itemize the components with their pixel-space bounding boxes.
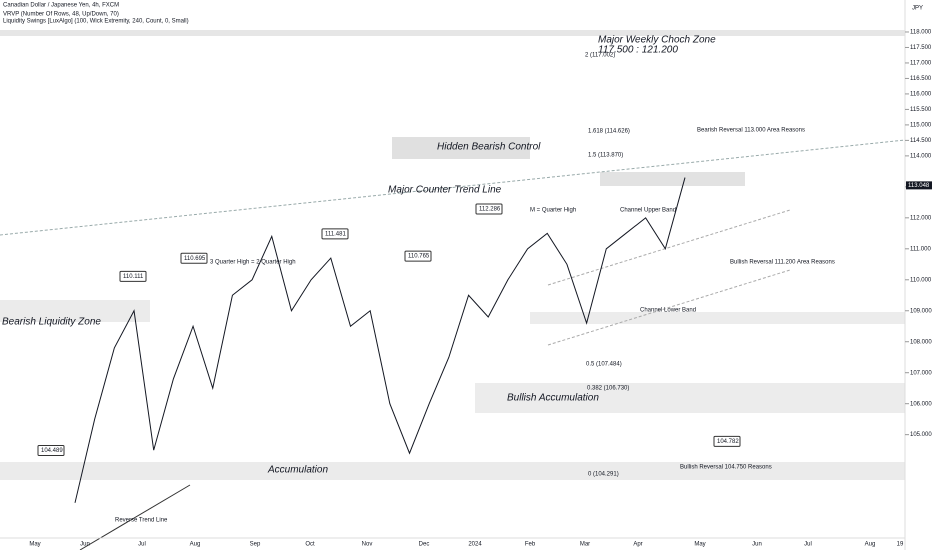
annotation: Reverse Trend Line — [115, 518, 168, 524]
annotation: Bullish Accumulation — [507, 393, 599, 404]
y-tick-label: 110.000 — [910, 277, 932, 283]
annotation: Hidden Bearish Control — [437, 142, 541, 153]
price-tag-label: 110.111 — [123, 274, 144, 280]
x-tick-label: Jul — [804, 542, 812, 548]
y-tick-label: 111.000 — [910, 246, 931, 252]
annotation: Major Weekly Choch Zone — [598, 35, 716, 46]
x-tick-label: Aug — [190, 542, 201, 548]
price-tag-label: 104.782 — [717, 439, 739, 445]
x-tick-label: Jun — [80, 542, 90, 548]
price-line — [74, 177, 686, 503]
y-tick-label: 114.000 — [910, 153, 932, 159]
price-tag-label: 104.489 — [41, 448, 63, 454]
annotation: Bearish Reversal 113.000 Area Reasons — [697, 128, 805, 134]
y-tick-label: 105.000 — [910, 432, 932, 438]
annotation: M = Quarter High — [530, 208, 576, 214]
x-tick-label: Mar — [580, 542, 590, 548]
price-tag — [713, 435, 741, 447]
annotation: 0.5 (107.484) — [586, 362, 622, 368]
annotation: 0.382 (106.730) — [587, 386, 629, 392]
price-tag — [37, 444, 65, 456]
y-tick-label: 112.000 — [910, 215, 932, 221]
price-tag-label: 112.286 — [479, 207, 501, 213]
annotation: 2 (117.002) — [585, 53, 615, 59]
annotation: 117.500 : 121.200 — [598, 45, 678, 56]
price-tag-label: 111.481 — [325, 231, 346, 237]
x-tick-label: Feb — [525, 542, 536, 548]
y-tick-label: 115.500 — [910, 107, 932, 113]
x-tick-label: Apr — [633, 542, 642, 548]
annotation: Accumulation — [267, 465, 328, 476]
bullish-zone — [475, 383, 905, 413]
annotation: Major Counter Trend Line — [388, 185, 502, 196]
x-tick-label: Oct — [305, 542, 315, 548]
y-tick-label: 114.500 — [910, 138, 932, 144]
indicator: VRVP (Number Of Rows, 48, Up/Down, 70) — [3, 12, 119, 18]
x-tick-label: 2024 — [468, 542, 482, 548]
reverse-trend-line — [79, 484, 191, 550]
price-tag — [404, 250, 432, 262]
annotation: Bullish Reversal 104.750 Reasons — [680, 465, 772, 471]
y-tick-label: 115.000 — [910, 122, 932, 128]
y-tick-label: 108.000 — [910, 339, 932, 345]
accumulation-zone — [0, 462, 905, 480]
x-tick-label: 19 — [897, 542, 904, 548]
x-tick-label: Jul — [138, 542, 146, 548]
annotation: Bullish Reversal 111.200 Area Reasons — [730, 260, 835, 266]
annotation: Channel Lower Band — [640, 308, 696, 314]
currency: JPY — [912, 6, 923, 12]
liquidity-zone — [0, 300, 150, 322]
x-tick-label: Sep — [250, 542, 261, 548]
x-tick-label: Aug — [865, 542, 876, 548]
y-tick-label: 109.000 — [910, 308, 932, 314]
channel-upper — [547, 209, 791, 286]
last-price-label: 113.048 — [908, 183, 930, 189]
x-tick-label: Jun — [752, 542, 762, 548]
indicator: Liquidity Swings [LuxAlgo] (100, Wick Ex… — [3, 19, 189, 25]
annotation: Channel Upper Band — [620, 208, 676, 214]
chart-title: Canadian Dollar / Japanese Yen, 4h, FXCM — [3, 3, 119, 9]
annotation: 0 (104.291) — [588, 472, 619, 478]
annotation: 1.618 (114.626) — [588, 129, 630, 135]
y-tick-label: 107.000 — [910, 370, 932, 376]
x-tick-label: May — [694, 542, 705, 548]
bearish-reversal-zone — [600, 172, 745, 186]
price-tag-label: 110.765 — [408, 254, 430, 260]
price-tag — [119, 270, 147, 282]
y-tick-label: 118.000 — [910, 30, 932, 36]
annotation: Bearish Liquidity Zone — [2, 317, 101, 328]
price-tag — [321, 228, 349, 240]
price-tag — [180, 252, 208, 264]
bearish-zone — [392, 137, 530, 159]
x-tick-label: May — [29, 542, 40, 548]
counter-trend-line — [0, 139, 906, 236]
y-tick-label: 106.000 — [910, 401, 932, 407]
channel-lower — [547, 269, 791, 346]
lower-zone — [530, 312, 905, 324]
y-tick-label: 117.500 — [910, 45, 932, 51]
last-price-tag — [906, 181, 932, 190]
price-tag-label: 110.695 — [184, 256, 206, 262]
x-tick-label: Dec — [419, 542, 430, 548]
price-tag — [475, 203, 503, 215]
y-tick-label: 116.000 — [910, 92, 932, 98]
annotation: 1.5 (113.870) — [588, 153, 623, 159]
x-tick-label: Nov — [362, 542, 373, 548]
annotation: 3 Quarter High = 2 Quarter High — [210, 260, 296, 266]
choch-zone — [0, 30, 905, 36]
y-tick-label: 117.000 — [910, 61, 932, 67]
y-tick-label: 116.500 — [910, 76, 932, 82]
